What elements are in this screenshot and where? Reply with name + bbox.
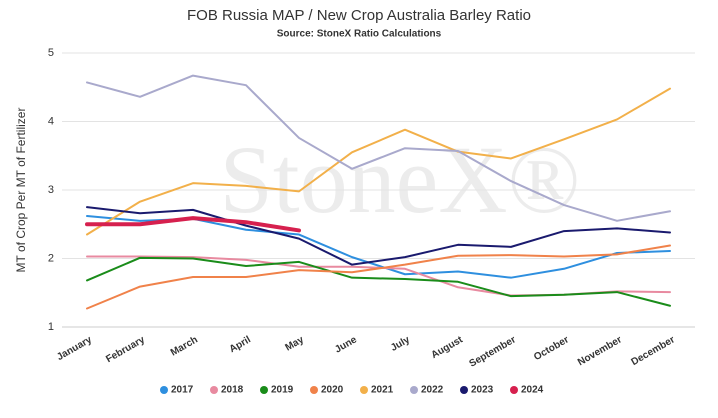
series-line (86, 74, 671, 222)
legend-label: 2017 (171, 385, 194, 396)
x-tick-label: October (532, 334, 571, 363)
legend-swatch (510, 386, 518, 394)
series-line (86, 87, 671, 236)
legend-item: 2019 (260, 385, 294, 396)
legend-swatch (310, 386, 318, 394)
legend-label: 2019 (271, 385, 294, 396)
legend-swatch (160, 386, 168, 394)
x-tick-label: July (389, 334, 412, 354)
y-tick-label: 5 (48, 47, 54, 59)
series-line (86, 256, 671, 307)
chart-title: FOB Russia MAP / New Crop Australia Barl… (187, 7, 531, 24)
legend-label: 2020 (321, 385, 344, 396)
legend-label: 2023 (471, 385, 494, 396)
legend-swatch (410, 386, 418, 394)
y-tick-label: 4 (48, 115, 54, 127)
legend-label: 2022 (421, 385, 444, 396)
legend-item: 2020 (310, 385, 344, 396)
legend-swatch (460, 386, 468, 394)
x-tick-label: September (468, 334, 518, 369)
y-tick-label: 2 (48, 252, 54, 264)
x-tick-label: February (104, 334, 147, 365)
legend-label: 2021 (371, 385, 394, 396)
legend-label: 2024 (521, 385, 544, 396)
x-tick-label: November (576, 334, 624, 368)
legend-item: 2022 (410, 385, 444, 396)
series-line (85, 216, 301, 233)
y-tick-label: 1 (48, 321, 54, 333)
legend-item: 2024 (510, 385, 544, 396)
x-tick-label: March (169, 334, 200, 358)
legend-swatch (210, 386, 218, 394)
y-tick-label: 3 (48, 184, 54, 196)
legend-swatch (360, 386, 368, 394)
x-tick-label: January (55, 334, 94, 363)
x-tick-label: May (283, 334, 306, 353)
legend-item: 2023 (460, 385, 494, 396)
watermark: StoneX® (220, 126, 581, 233)
legend-label: 2018 (221, 385, 244, 396)
chart-subtitle: Source: StoneX Ratio Calculations (277, 29, 442, 40)
x-tick-label: August (429, 334, 465, 361)
legend-item: 2018 (210, 385, 244, 396)
x-tick-label: June (333, 334, 359, 355)
series-line (86, 206, 671, 266)
legend-swatch (260, 386, 268, 394)
legend-item: 2017 (160, 385, 194, 396)
series-line (86, 244, 671, 310)
y-axis-label: MT of Crop Per MT of Fertilizer (14, 108, 28, 273)
x-tick-label: December (629, 334, 676, 368)
x-tick-label: April (228, 334, 253, 355)
legend-item: 2021 (360, 385, 394, 396)
